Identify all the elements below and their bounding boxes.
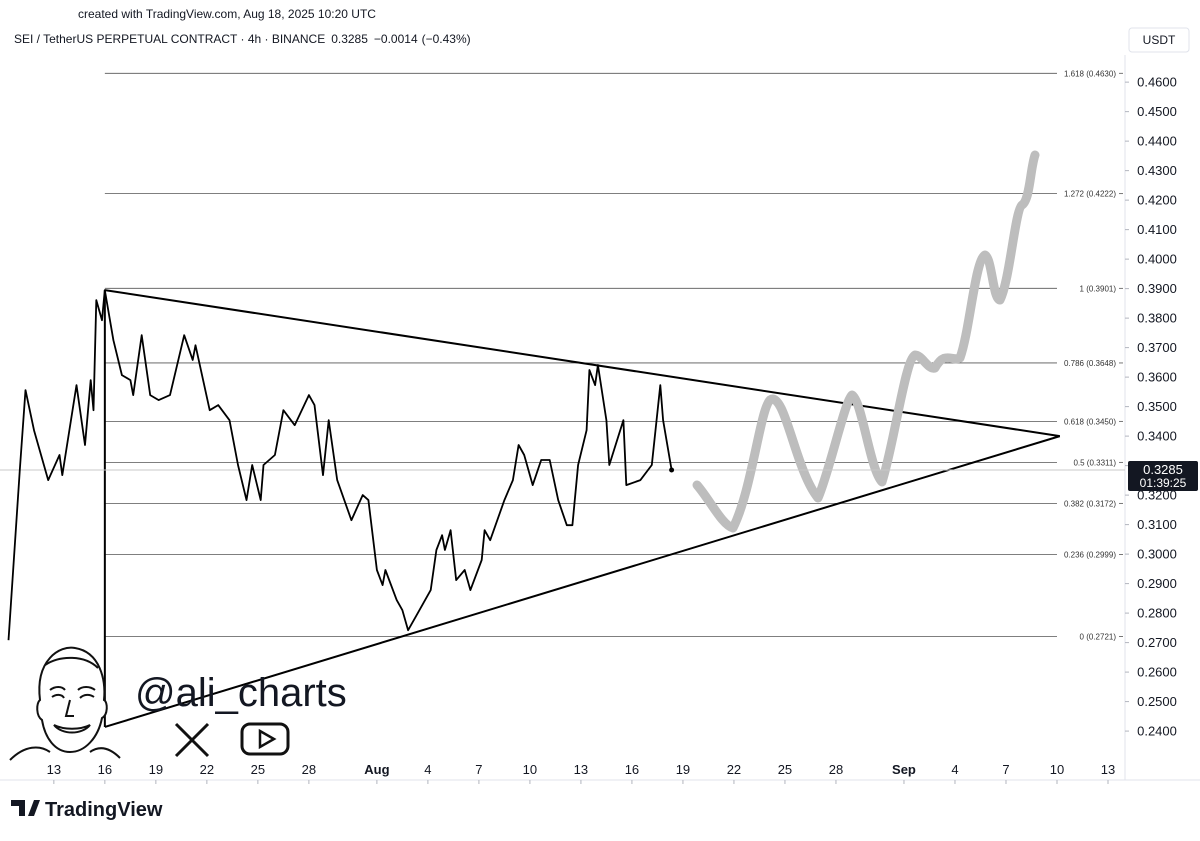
y-tick-label: 0.2500 — [1137, 694, 1177, 709]
countdown: 01:39:25 — [1140, 476, 1187, 490]
y-tick-label: 0.4200 — [1137, 193, 1177, 208]
x-tick-label: Aug — [364, 762, 389, 777]
y-tick-label: 0.4400 — [1137, 134, 1177, 149]
fib-label: 1 (0.3901) — [1080, 284, 1117, 293]
y-tick-label: 0.4500 — [1137, 104, 1177, 119]
price-change-pct: (−0.43%) — [422, 32, 471, 46]
x-tick-label: 22 — [200, 762, 214, 777]
brand-logo — [11, 800, 40, 816]
x-tick-label: 4 — [424, 762, 431, 777]
y-tick-label: 0.3500 — [1137, 399, 1177, 414]
plot — [0, 289, 1125, 641]
x-tick-label: 16 — [625, 762, 639, 777]
x-tick-label: 28 — [829, 762, 843, 777]
x-tick-label: 7 — [1002, 762, 1009, 777]
fib-label: 1.272 (0.4222) — [1064, 190, 1116, 199]
x-tick-label: 10 — [523, 762, 537, 777]
x-tick-label: 4 — [951, 762, 958, 777]
x-tick-label: 22 — [727, 762, 741, 777]
y-tick-label: 0.2800 — [1137, 606, 1177, 621]
fib-label: 0 (0.2721) — [1080, 632, 1117, 641]
y-tick-label: 0.3800 — [1137, 311, 1177, 326]
y-tick-label: 0.3000 — [1137, 547, 1177, 562]
x-tick-label: 19 — [149, 762, 163, 777]
price-line — [7, 289, 673, 641]
x-tick-label: 25 — [778, 762, 792, 777]
avatar — [9, 646, 121, 761]
y-tick-label: 0.2700 — [1137, 635, 1177, 650]
x-tick-label: 13 — [1101, 762, 1115, 777]
last-price-label: 0.3285 — [1143, 462, 1183, 477]
watermark: @ali_charts — [135, 671, 347, 715]
y-tick-label: 0.3200 — [1137, 488, 1177, 503]
last-price-box — [1128, 461, 1198, 492]
y-tick-label: 0.4300 — [1137, 163, 1177, 178]
x-icon[interactable] — [174, 722, 210, 758]
fib-label: 0.382 (0.3172) — [1064, 499, 1116, 508]
currency-box[interactable] — [1128, 27, 1190, 53]
y-tick-label: 0.3600 — [1137, 370, 1177, 385]
trendline — [104, 435, 1061, 728]
y-tick-label: 0.3400 — [1137, 429, 1177, 444]
x-tick-label: 16 — [98, 762, 112, 777]
drawings: 1.618 (0.4630) 1.272 (0.4222) 1 (0.3901) 0.… — [103, 69, 1123, 728]
created-note: created with TradingView.com, Aug 18, 20… — [78, 7, 376, 21]
x-tick-label: 7 — [475, 762, 482, 777]
y-tick-label: 0.3100 — [1137, 517, 1177, 532]
fib-label: 1.618 (0.4630) — [1064, 69, 1116, 78]
y-tick-label: 0.4000 — [1137, 252, 1177, 267]
x-tick-label: 25 — [251, 762, 265, 777]
x-tick-label: 10 — [1050, 762, 1064, 777]
y-tick-label: 0.4100 — [1137, 222, 1177, 237]
x-tick-label: Sep — [892, 762, 916, 777]
fib-label: 0.786 (0.3648) — [1064, 359, 1116, 368]
fib-label: 0.618 (0.3450) — [1064, 417, 1116, 426]
x-tick-label: 13 — [47, 762, 61, 777]
y-tick-label: 0.4600 — [1137, 75, 1177, 90]
y-tick-label: 0.3900 — [1137, 281, 1177, 296]
brand: TradingView — [45, 799, 163, 821]
y-tick-label: 0.3700 — [1137, 340, 1177, 355]
symbol-header: SEI / TetherUS PERPETUAL CONTRACT · 4h ·… — [14, 32, 471, 46]
y-tick-label: 0.2400 — [1137, 724, 1177, 739]
youtube-icon[interactable] — [240, 722, 290, 756]
symbol-title: SEI / TetherUS PERPETUAL CONTRACT · 4h ·… — [14, 32, 325, 46]
last-point — [669, 467, 675, 473]
x-tick-label: 13 — [574, 762, 588, 777]
last-price: 0.3285 — [331, 32, 368, 46]
fib-label: 0.5 (0.3311) — [1073, 458, 1116, 467]
currency[interactable]: USDT — [1143, 33, 1176, 47]
x-tick-label: 19 — [676, 762, 690, 777]
price-change: −0.0014 — [374, 32, 418, 46]
x-tick-label: 28 — [302, 762, 316, 777]
projection-sketch — [692, 150, 1040, 533]
y-tick-label: 0.2900 — [1137, 576, 1177, 591]
fib-label: 0.236 (0.2999) — [1064, 550, 1116, 559]
y-tick-label: 0.2600 — [1137, 665, 1177, 680]
